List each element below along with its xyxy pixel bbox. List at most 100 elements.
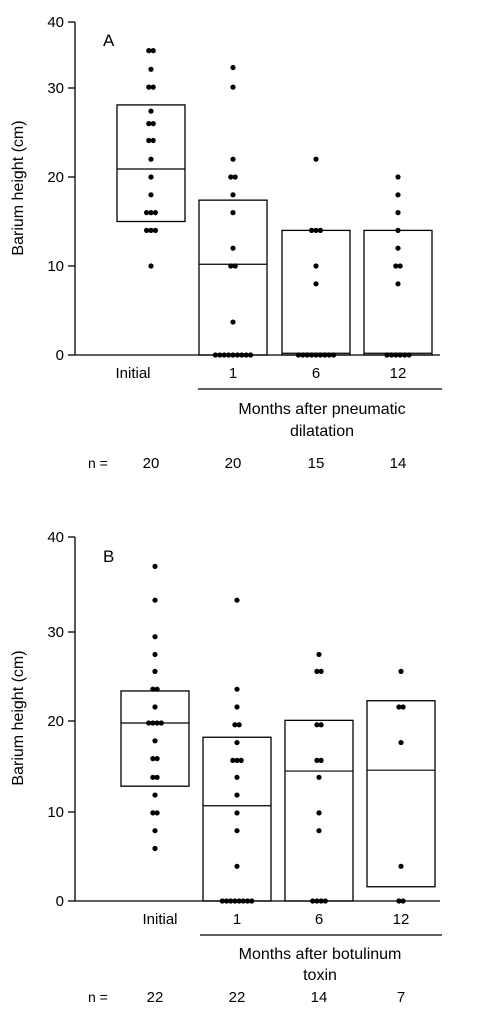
panel-b-data-point — [234, 828, 240, 834]
panel-a-data-point — [313, 156, 319, 162]
panel-a-data-point — [144, 227, 150, 233]
panel-a-data-point — [148, 174, 154, 180]
panel-b-data-point — [154, 720, 160, 726]
panel-b-data-point — [152, 597, 158, 603]
panel-a-data-point — [309, 227, 315, 233]
panel-b-data-point — [234, 597, 240, 603]
panel-a-data-point — [326, 352, 332, 358]
panel-b-data-point — [150, 774, 156, 780]
panel-a-data-point — [148, 263, 154, 269]
panel-b-group-3 — [366, 668, 436, 904]
panel-a-data-point — [395, 227, 401, 233]
panel-a-data-point — [230, 84, 236, 90]
panel-a-group-1 — [198, 64, 268, 358]
panel-b-data-point — [152, 668, 158, 674]
panel-a-data-point — [232, 263, 238, 269]
panel-a-data-point — [304, 352, 310, 358]
panel-b-group-label-line-2: toxin — [303, 967, 337, 984]
panel-b-data-point — [238, 757, 244, 763]
panel-b-data-point — [234, 704, 240, 710]
panel-b-data-point — [223, 898, 230, 904]
panel-a-group-3 — [363, 174, 433, 358]
panel-b-data-point — [234, 774, 240, 780]
panel-b-data-point — [314, 757, 320, 763]
panel-b-data-point — [152, 651, 158, 658]
panel-b-n-value: 22 — [147, 989, 164, 1006]
panel-a-data-point — [313, 263, 319, 269]
panel-a-data-point — [230, 245, 236, 251]
panel-a-data-point — [230, 319, 236, 325]
panel-b-data-point — [318, 722, 324, 728]
panel-a-xtick-label: 6 — [312, 365, 320, 382]
panel-b-ytick-label: 0 — [56, 893, 64, 910]
panel-b-data-point — [316, 810, 322, 816]
panel-a-data-point — [317, 227, 323, 233]
panel-b-data-point — [152, 704, 158, 710]
panel-a-data-point — [248, 352, 254, 358]
panel-b-data-point — [318, 757, 324, 763]
panel-b-data-point — [234, 810, 240, 816]
panel-b-data-point — [316, 774, 322, 780]
panel-b-data-point — [398, 668, 404, 674]
panel-a-data-point — [388, 352, 394, 358]
panel-a-data-point — [295, 352, 301, 358]
panel-b-data-point — [150, 810, 156, 816]
panel-b-xtick-label: Initial — [142, 911, 177, 928]
panel-b-data-point — [154, 686, 160, 692]
panel-b-data-point — [146, 720, 152, 726]
panel-a-data-point — [395, 192, 401, 198]
panel-b-data-point — [400, 704, 406, 710]
panel-b-data-point — [234, 757, 240, 763]
panel-b-data-point — [310, 898, 316, 904]
panel-a-y-axis-label: Barium height (cm) — [10, 120, 27, 255]
panel-a-ytick-label: 40 — [47, 14, 64, 31]
panel-a-data-point — [232, 174, 238, 180]
panel-a-n-value: 20 — [143, 455, 160, 472]
panel-a-data-point — [300, 352, 306, 358]
panel-a: A Barium height (cm) 0 10 20 30 40 Initi… — [10, 14, 442, 472]
panel-a-data-point — [230, 352, 236, 358]
panel-a-data-point — [393, 352, 399, 358]
panel-a-data-point — [395, 210, 401, 216]
panel-b-data-point — [244, 898, 251, 904]
panel-a-data-point — [217, 352, 223, 358]
panel-a-data-point — [221, 352, 227, 358]
panel-a-data-point — [322, 352, 328, 358]
panel-a-data-point — [150, 121, 156, 127]
panel-a-data-point — [146, 137, 152, 144]
panel-a-group-2 — [281, 156, 351, 358]
panel-a-data-point — [406, 352, 412, 358]
panel-a-data-point — [146, 48, 152, 54]
panel-b-data-point — [314, 722, 320, 728]
panel-a-data-point — [228, 263, 234, 269]
panel-a-y-ticks: 0 10 20 30 40 — [47, 14, 75, 364]
panel-b-group-1 — [202, 597, 272, 904]
panel-a-group-label-line-1: Months after pneumatic — [238, 401, 405, 418]
panel-b-data-point — [396, 704, 402, 710]
panel-a-data-point — [146, 121, 152, 127]
panel-b-xtick-label: 6 — [315, 911, 323, 928]
panel-a-ytick-label: 0 — [56, 347, 64, 364]
panel-b-data-point — [240, 898, 246, 904]
panel-b-data-point — [154, 810, 160, 816]
panel-b-data-point — [152, 828, 158, 834]
panel-a-data-point — [395, 245, 401, 251]
panel-b-data-point — [152, 845, 158, 852]
panel-b-data-point — [398, 739, 404, 746]
panel-b-data-point — [152, 634, 158, 640]
panel-a-group-0 — [116, 48, 186, 269]
panel-a-data-point — [150, 84, 156, 90]
panel-b-n-prefix: n = — [88, 989, 108, 1005]
panel-b-n-value: 22 — [229, 989, 246, 1006]
panel-a-n-value: 20 — [225, 455, 242, 472]
panel-a-data-point — [148, 156, 154, 162]
panel-b-data-point — [316, 828, 322, 834]
panel-a-data-point — [397, 352, 403, 358]
panel-b-data-point — [234, 686, 240, 692]
panel-b-data-point — [152, 738, 158, 744]
panel-a-box — [198, 199, 268, 356]
panel-b-data-point — [318, 898, 324, 904]
panel-a-groups — [116, 48, 433, 358]
panel-a-group-label-line-2: dilatation — [290, 423, 354, 440]
